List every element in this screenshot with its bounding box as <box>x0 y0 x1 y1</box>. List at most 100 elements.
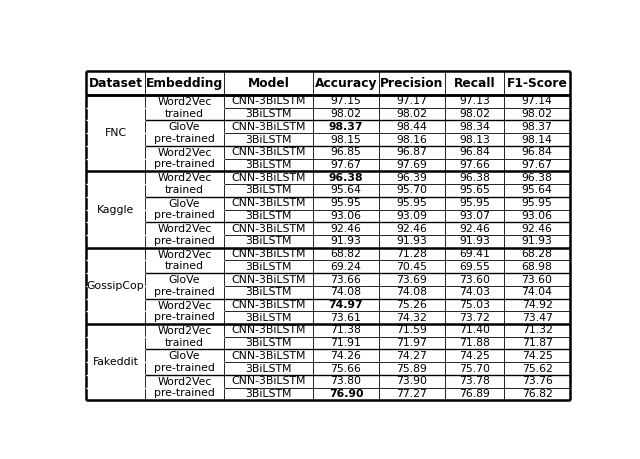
Text: Word2Vec
pre-trained: Word2Vec pre-trained <box>154 301 215 322</box>
Text: Word2Vec
trained: Word2Vec trained <box>157 326 212 347</box>
Text: 75.89: 75.89 <box>397 364 428 374</box>
Text: 73.66: 73.66 <box>331 274 362 285</box>
Text: 3BiLSTM: 3BiLSTM <box>245 262 292 272</box>
Text: 98.15: 98.15 <box>331 134 362 145</box>
Text: 74.26: 74.26 <box>331 351 362 361</box>
Text: 74.92: 74.92 <box>522 300 552 310</box>
Text: 75.66: 75.66 <box>331 364 362 374</box>
Text: 70.45: 70.45 <box>397 262 428 272</box>
Text: 97.67: 97.67 <box>522 160 552 170</box>
Text: Word2Vec
trained: Word2Vec trained <box>157 250 212 271</box>
Text: 71.88: 71.88 <box>459 338 490 348</box>
Text: CNN-3BiLSTM: CNN-3BiLSTM <box>231 274 306 285</box>
Text: Word2Vec
pre-trained: Word2Vec pre-trained <box>154 377 215 398</box>
Text: 68.98: 68.98 <box>522 262 552 272</box>
Text: 97.66: 97.66 <box>459 160 490 170</box>
Text: 96.39: 96.39 <box>397 173 428 183</box>
Text: 74.04: 74.04 <box>522 287 552 297</box>
Text: Model: Model <box>248 77 289 90</box>
Text: 3BiLSTM: 3BiLSTM <box>245 109 292 119</box>
Text: 77.27: 77.27 <box>397 389 428 399</box>
Text: Word2Vec
trained: Word2Vec trained <box>157 97 212 118</box>
Text: CNN-3BiLSTM: CNN-3BiLSTM <box>231 198 306 208</box>
Text: 98.34: 98.34 <box>459 122 490 132</box>
Text: 3BiLSTM: 3BiLSTM <box>245 389 292 399</box>
Text: 95.70: 95.70 <box>397 185 428 196</box>
Text: 3BiLSTM: 3BiLSTM <box>245 211 292 221</box>
Text: 96.38: 96.38 <box>522 173 552 183</box>
Text: 69.41: 69.41 <box>459 249 490 259</box>
Text: 98.16: 98.16 <box>397 134 428 145</box>
Text: 73.76: 73.76 <box>522 376 552 386</box>
Text: 91.93: 91.93 <box>522 236 552 246</box>
Text: 71.38: 71.38 <box>331 325 362 336</box>
Text: 96.84: 96.84 <box>522 147 552 157</box>
Text: 75.26: 75.26 <box>397 300 428 310</box>
Text: CNN-3BiLSTM: CNN-3BiLSTM <box>231 224 306 234</box>
Text: 74.08: 74.08 <box>330 287 362 297</box>
Text: 71.28: 71.28 <box>397 249 428 259</box>
Text: 3BiLSTM: 3BiLSTM <box>245 338 292 348</box>
Text: CNN-3BiLSTM: CNN-3BiLSTM <box>231 376 306 386</box>
Text: Dataset: Dataset <box>88 77 143 90</box>
Text: 73.47: 73.47 <box>522 313 552 323</box>
Text: Word2Vec
pre-trained: Word2Vec pre-trained <box>154 148 215 169</box>
Text: 95.95: 95.95 <box>397 198 428 208</box>
Text: 92.46: 92.46 <box>522 224 552 234</box>
Text: 97.17: 97.17 <box>397 96 428 106</box>
Text: 93.06: 93.06 <box>522 211 552 221</box>
Text: 69.24: 69.24 <box>331 262 362 272</box>
Text: 75.62: 75.62 <box>522 364 552 374</box>
Text: GloVe
pre-trained: GloVe pre-trained <box>154 123 215 144</box>
Text: 71.59: 71.59 <box>397 325 428 336</box>
Text: 95.95: 95.95 <box>522 198 552 208</box>
Text: Word2Vec
trained: Word2Vec trained <box>157 174 212 195</box>
Text: 3BiLSTM: 3BiLSTM <box>245 134 292 145</box>
Text: 98.37: 98.37 <box>329 122 364 132</box>
Text: 97.13: 97.13 <box>459 96 490 106</box>
Text: GloVe
pre-trained: GloVe pre-trained <box>154 352 215 373</box>
Text: Kaggle: Kaggle <box>97 205 134 214</box>
Text: 74.25: 74.25 <box>459 351 490 361</box>
Text: CNN-3BiLSTM: CNN-3BiLSTM <box>231 351 306 361</box>
Text: 91.93: 91.93 <box>459 236 490 246</box>
Text: 95.95: 95.95 <box>459 198 490 208</box>
Text: 73.69: 73.69 <box>397 274 428 285</box>
Text: 74.08: 74.08 <box>397 287 428 297</box>
Text: 93.09: 93.09 <box>397 211 428 221</box>
Text: CNN-3BiLSTM: CNN-3BiLSTM <box>231 173 306 183</box>
Text: 92.46: 92.46 <box>459 224 490 234</box>
Text: Accuracy: Accuracy <box>315 77 377 90</box>
Text: CNN-3BiLSTM: CNN-3BiLSTM <box>231 96 306 106</box>
Text: Embedding: Embedding <box>146 77 223 90</box>
Text: 98.13: 98.13 <box>459 134 490 145</box>
Text: 3BiLSTM: 3BiLSTM <box>245 185 292 196</box>
Text: 98.14: 98.14 <box>522 134 552 145</box>
Text: 93.06: 93.06 <box>330 211 362 221</box>
Text: 96.87: 96.87 <box>397 147 428 157</box>
Text: 73.60: 73.60 <box>522 274 552 285</box>
Text: 74.03: 74.03 <box>459 287 490 297</box>
Text: GloVe
pre-trained: GloVe pre-trained <box>154 275 215 297</box>
Text: 75.70: 75.70 <box>459 364 490 374</box>
Text: 96.84: 96.84 <box>459 147 490 157</box>
Text: 98.37: 98.37 <box>522 122 552 132</box>
Text: 74.97: 74.97 <box>329 300 364 310</box>
Text: 73.60: 73.60 <box>459 274 490 285</box>
Text: GloVe
pre-trained: GloVe pre-trained <box>154 199 215 220</box>
Text: 98.02: 98.02 <box>397 109 428 119</box>
Text: Recall: Recall <box>454 77 495 90</box>
Text: 76.89: 76.89 <box>459 389 490 399</box>
Text: 75.03: 75.03 <box>459 300 490 310</box>
Text: 97.14: 97.14 <box>522 96 552 106</box>
Text: 76.82: 76.82 <box>522 389 552 399</box>
Text: 71.32: 71.32 <box>522 325 552 336</box>
Text: Word2Vec
pre-trained: Word2Vec pre-trained <box>154 224 215 246</box>
Text: 74.27: 74.27 <box>397 351 428 361</box>
Text: 73.61: 73.61 <box>331 313 362 323</box>
Text: 91.93: 91.93 <box>397 236 428 246</box>
Text: 97.67: 97.67 <box>331 160 362 170</box>
Text: FNC: FNC <box>104 128 127 138</box>
Text: 96.38: 96.38 <box>329 173 364 183</box>
Text: CNN-3BiLSTM: CNN-3BiLSTM <box>231 147 306 157</box>
